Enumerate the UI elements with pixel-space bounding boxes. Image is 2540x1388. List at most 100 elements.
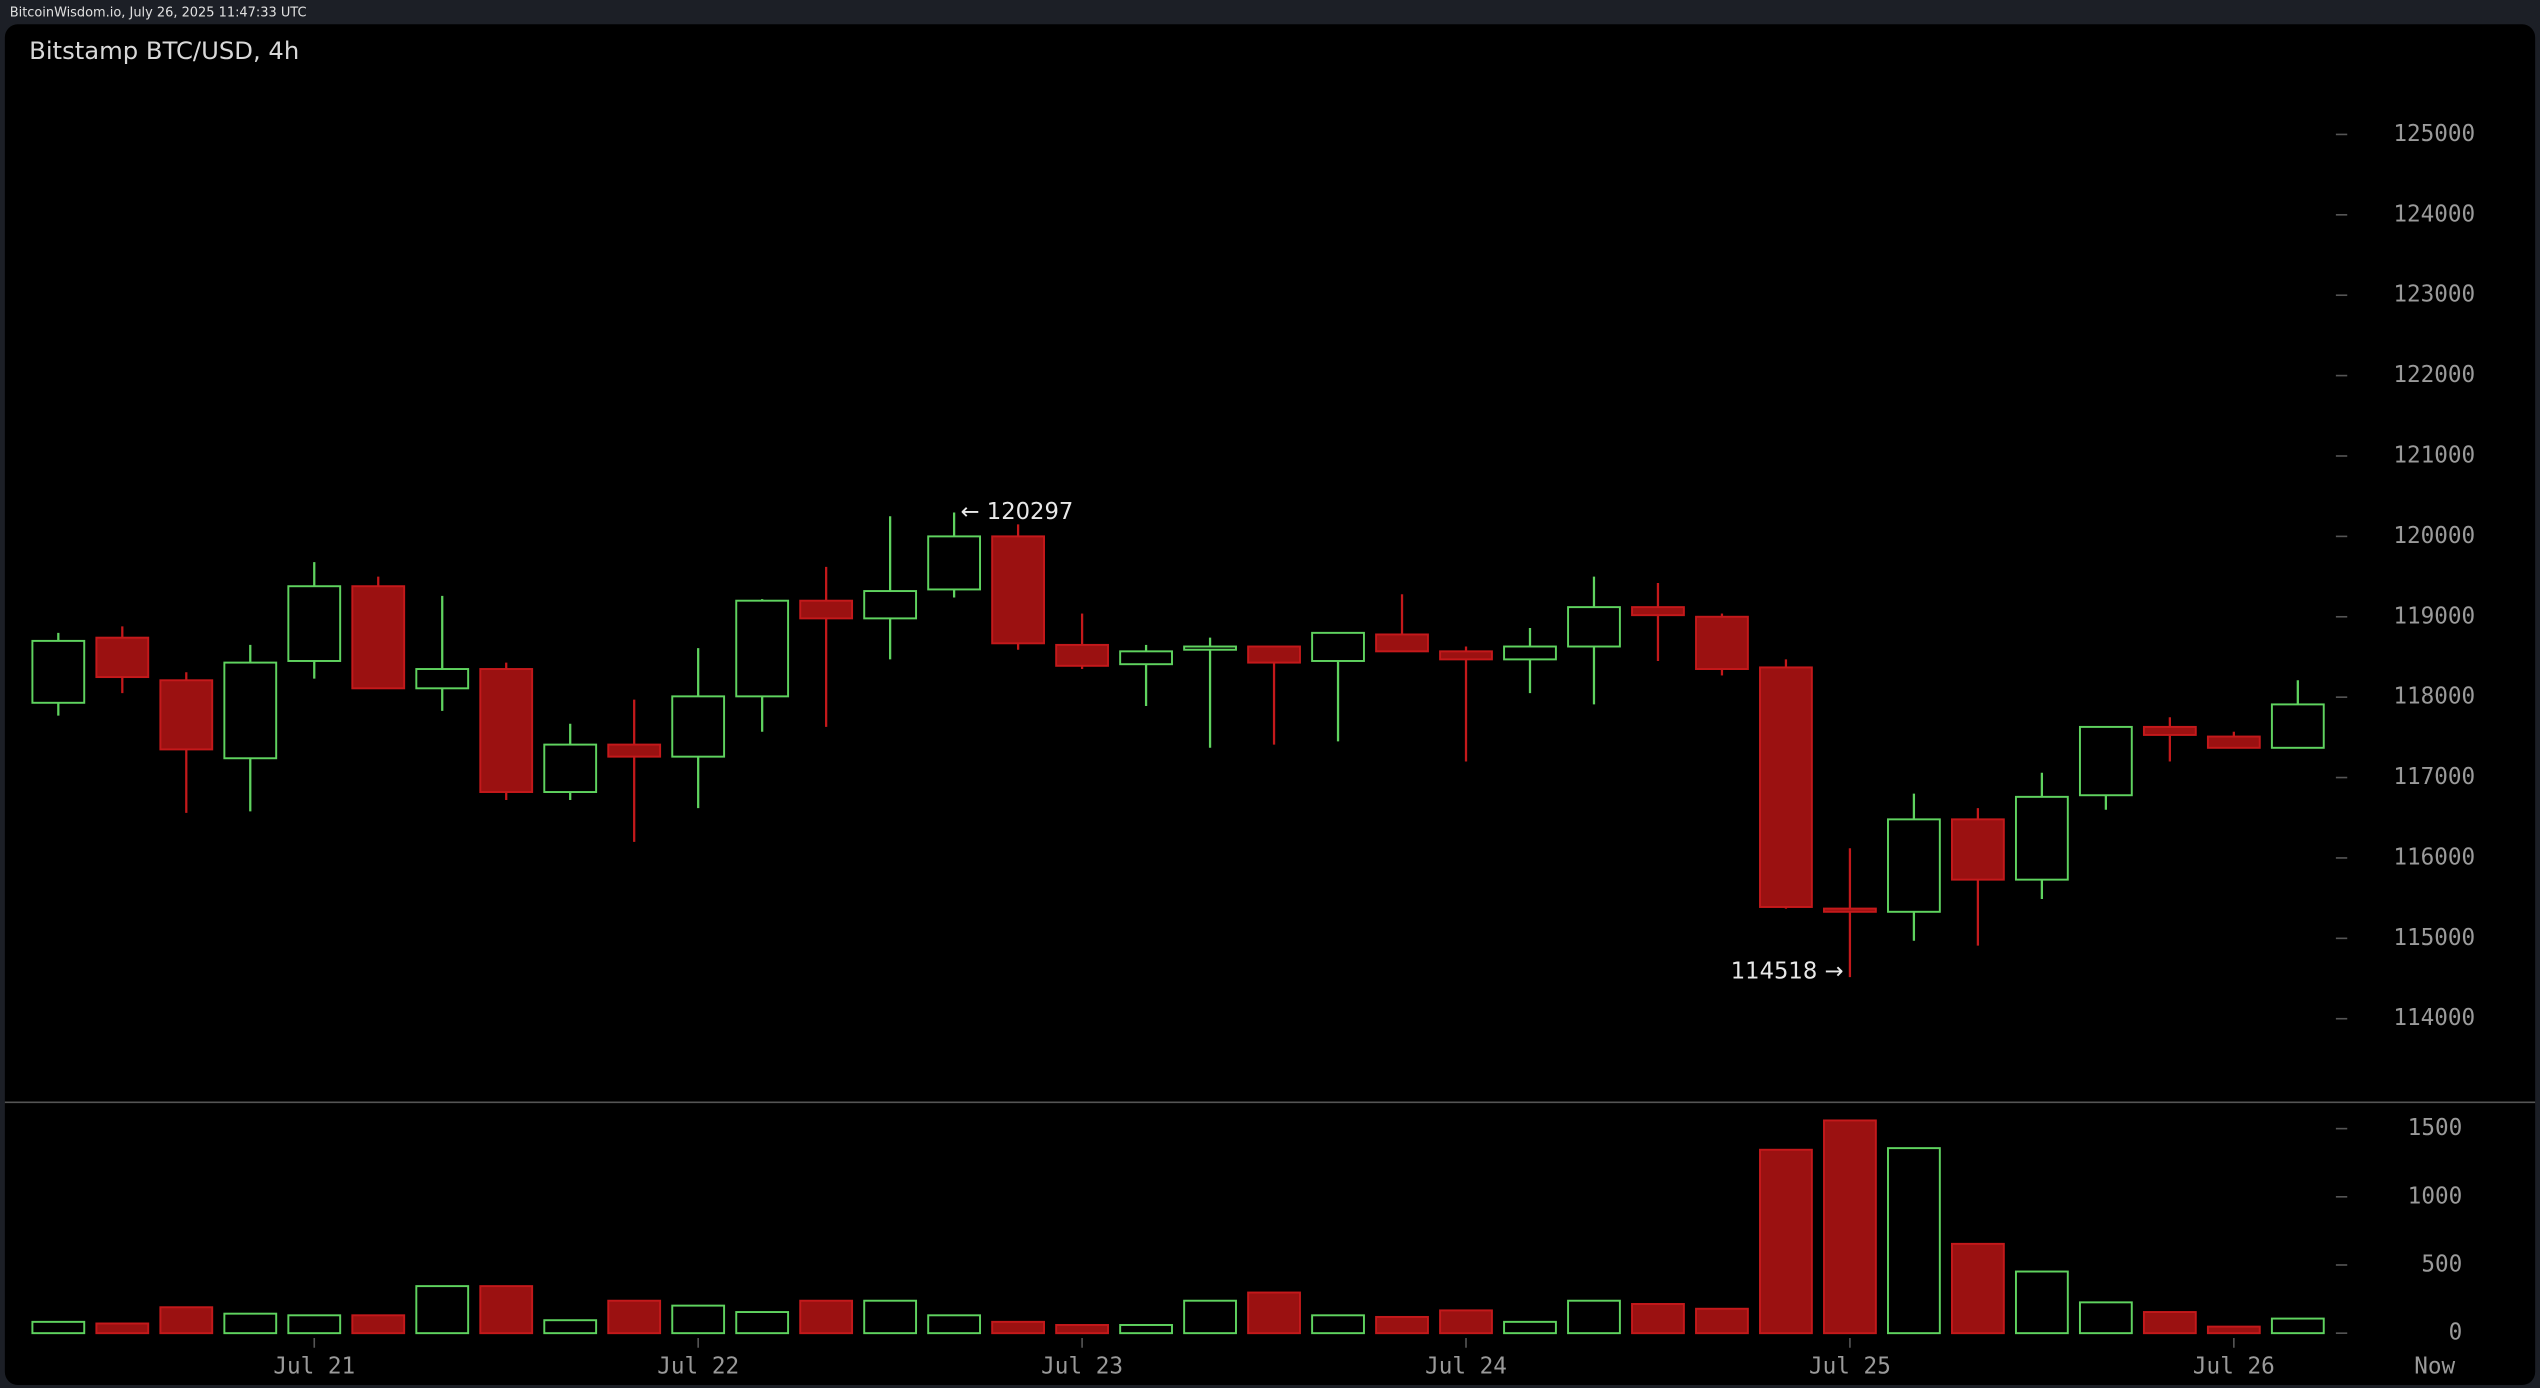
y-tick-label: 114000: [2393, 1005, 2475, 1031]
chart-title: Bitstamp BTC/USD, 4h: [29, 36, 299, 65]
chart-panel: [4, 24, 2536, 1386]
candle-body: [95, 636, 150, 679]
now-label: Now: [2414, 1354, 2455, 1380]
candle-body: [1951, 818, 2005, 881]
high-label: ← 120297: [961, 499, 1074, 525]
volume-bar: [95, 1322, 150, 1335]
candle-body: [1695, 615, 1749, 670]
x-tick-label: Jul 24: [1425, 1354, 1507, 1380]
candle-body: [1567, 606, 1621, 648]
volume-tick-label: 1000: [2408, 1183, 2463, 1209]
y-tick-label: 125000: [2393, 121, 2475, 147]
volume-bar: [31, 1320, 86, 1335]
volume-bar: [479, 1285, 534, 1335]
x-tick-label: Jul 23: [1041, 1354, 1123, 1380]
volume-bar: [1247, 1291, 1301, 1335]
volume-bar: [991, 1320, 1045, 1335]
candle-body: [735, 599, 790, 698]
candle-body: [1823, 907, 1877, 913]
volume-tick-label: 500: [2421, 1251, 2462, 1277]
y-tick-label: 122000: [2393, 362, 2475, 388]
y-tick-label: 121000: [2393, 442, 2475, 468]
volume-bar: [2078, 1301, 2133, 1335]
candle-body: [2078, 725, 2133, 797]
candle-body: [799, 599, 854, 620]
candle-body: [351, 585, 406, 690]
y-tick-label: 119000: [2393, 603, 2475, 629]
y-tick-label: 116000: [2393, 844, 2475, 870]
candle-body: [1439, 650, 1493, 661]
volume-bar: [735, 1311, 790, 1335]
volume-bar: [1119, 1324, 1173, 1335]
volume-bar: [223, 1312, 278, 1335]
volume-bar: [671, 1304, 726, 1335]
candle-body: [159, 679, 214, 751]
volume-bar: [2206, 1325, 2261, 1335]
y-tick-label: 117000: [2393, 764, 2475, 790]
volume-bar: [415, 1285, 470, 1335]
candle-body: [479, 668, 534, 793]
candle-body: [415, 668, 470, 690]
volume-bar: [1823, 1119, 1877, 1335]
volume-bar: [159, 1306, 214, 1335]
candle-body: [31, 639, 86, 704]
y-tick-label: 124000: [2393, 201, 2475, 227]
volume-bar: [1695, 1307, 1749, 1335]
volume-bar: [607, 1299, 662, 1335]
candle-body: [543, 743, 598, 793]
candle-body: [2270, 703, 2325, 749]
volume-bar: [863, 1299, 918, 1335]
y-tick-label: 123000: [2393, 282, 2475, 308]
header-source: BitcoinWisdom.io, July 26, 2025 11:47:33…: [10, 5, 307, 20]
candle-body: [607, 743, 662, 758]
volume-bar: [799, 1299, 854, 1335]
candle-body: [991, 535, 1045, 645]
volume-bar: [1951, 1242, 2005, 1335]
volume-bar: [1439, 1309, 1493, 1335]
x-tick-label: Jul 22: [657, 1354, 739, 1380]
y-tick-label: 115000: [2393, 925, 2475, 951]
x-tick-label: Jul 25: [1809, 1354, 1891, 1380]
volume-bar: [1183, 1299, 1237, 1335]
candle-body: [1887, 818, 1941, 913]
volume-bar: [1055, 1324, 1109, 1335]
candle-body: [1055, 643, 1109, 667]
volume-bar: [1503, 1320, 1557, 1335]
x-tick-label: Jul 26: [2193, 1354, 2275, 1380]
volume-bar: [2270, 1317, 2325, 1335]
candle-body: [1311, 631, 1365, 662]
candle-body: [2142, 725, 2197, 736]
volume-bar: [1631, 1303, 1685, 1335]
volume-bar: [1311, 1314, 1365, 1335]
volume-bar: [287, 1314, 342, 1335]
volume-bar: [927, 1314, 982, 1335]
candle-body: [287, 585, 342, 662]
candle-body: [1247, 645, 1301, 664]
candle-body: [863, 590, 918, 620]
candle-body: [927, 535, 982, 591]
candle-body: [2206, 735, 2261, 749]
volume-bar: [1375, 1315, 1429, 1335]
volume-bar: [543, 1319, 598, 1335]
volume-tick-label: 1500: [2408, 1115, 2463, 1141]
y-tick-label: 118000: [2393, 684, 2475, 710]
candle-body: [1119, 650, 1173, 666]
y-tick-label: 120000: [2393, 523, 2475, 549]
volume-bar: [1887, 1147, 1941, 1335]
volume-bar: [351, 1314, 406, 1335]
candle-body: [1759, 666, 1813, 908]
candle-body: [1631, 606, 1685, 617]
candle-body: [671, 695, 726, 758]
candle-body: [223, 661, 278, 760]
candle-body: [1503, 645, 1557, 661]
volume-bar: [2142, 1311, 2197, 1335]
candle-body: [1183, 645, 1237, 651]
volume-bar: [2014, 1270, 2069, 1335]
volume-bar: [1567, 1299, 1621, 1335]
volume-bar: [1759, 1148, 1813, 1335]
volume-tick-label: 0: [2449, 1320, 2463, 1346]
low-label: 114518 →: [1731, 959, 1844, 985]
candle-body: [2014, 795, 2069, 881]
